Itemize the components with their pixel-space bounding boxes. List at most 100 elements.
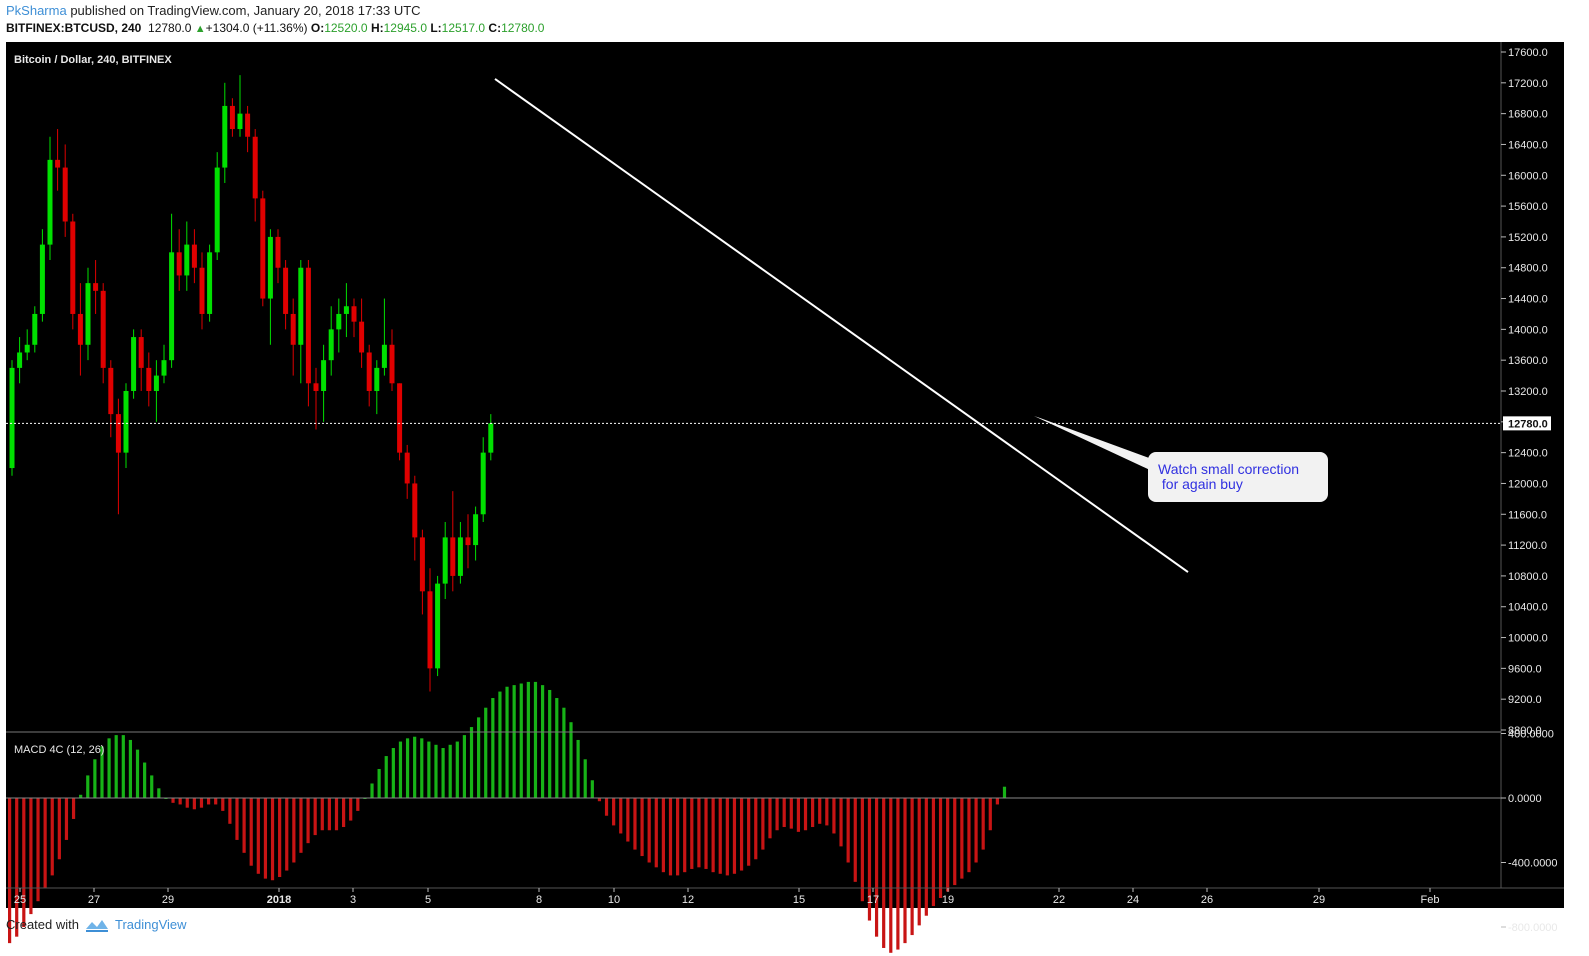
macd-bar: [754, 798, 758, 860]
macd-bar: [491, 698, 495, 798]
price-tick-label: 17600.0: [1508, 47, 1548, 59]
time-tick-label: 25: [14, 894, 26, 906]
candle-body: [442, 537, 448, 584]
change-up-icon: ▲: [194, 23, 206, 35]
candle-body: [343, 306, 349, 314]
macd-bar: [612, 798, 616, 826]
candle-body: [169, 252, 175, 361]
macd-bar: [299, 798, 303, 853]
macd-bar: [782, 798, 786, 828]
published-text: published on TradingView.com, January 20…: [66, 3, 421, 18]
macd-bar: [512, 685, 516, 798]
candle-body: [207, 252, 213, 314]
candle-body: [480, 452, 486, 515]
candle-body: [108, 367, 114, 415]
price-tick-label: 11600.0: [1508, 509, 1547, 521]
macd-bar: [128, 739, 133, 798]
macd-bar: [143, 762, 147, 798]
macd-bar: [676, 798, 680, 876]
candle-body: [359, 321, 365, 353]
candle-body: [161, 360, 167, 376]
macd-bar: [100, 746, 104, 798]
tradingview-link[interactable]: TradingView: [114, 917, 187, 932]
candle-body: [465, 537, 471, 546]
macd-bar: [320, 798, 324, 831]
candle-body: [24, 344, 30, 353]
macd-bar: [846, 798, 850, 863]
candle-body: [328, 329, 334, 361]
macd-bar: [739, 798, 744, 871]
candle-body: [77, 313, 83, 345]
macd-bar: [796, 798, 801, 832]
macd-bar: [562, 707, 566, 798]
candle-body: [419, 537, 425, 592]
macd-tick-label: 400.0000: [1508, 729, 1554, 741]
macd-bar: [867, 798, 872, 921]
macd-bar: [540, 685, 545, 798]
macd-bar: [860, 798, 864, 902]
macd-bar: [683, 798, 687, 873]
macd-bar: [292, 798, 296, 863]
macd-bar: [477, 717, 481, 798]
time-tick-label: 29: [1313, 894, 1325, 906]
price-tick-label: 12000.0: [1508, 478, 1548, 490]
time-tick-label: 17: [867, 894, 879, 906]
macd-bar: [327, 798, 331, 831]
macd-bar: [377, 768, 381, 798]
time-tick-label: 29: [162, 894, 174, 906]
symbol-name: BITFINEX:BTCUSD, 240: [6, 21, 142, 35]
author-link[interactable]: PkSharma: [6, 3, 67, 18]
time-tick-label: 15: [793, 894, 805, 906]
candle-body: [412, 483, 418, 538]
macd-bar: [206, 798, 211, 805]
trendline[interactable]: [494, 78, 1189, 573]
candle-body: [389, 344, 395, 384]
macd-bar: [178, 798, 182, 805]
annotation-callout[interactable]: Watch small correction for again buy: [1148, 452, 1328, 502]
tradingview-logo-icon: [85, 919, 108, 932]
candle-body: [115, 414, 121, 453]
macd-bar: [910, 798, 914, 936]
macd-bar: [121, 735, 125, 798]
macd-bar: [420, 738, 424, 798]
created-with-label: Created with: [6, 917, 79, 932]
candle-body: [184, 244, 190, 276]
candle-body: [313, 383, 319, 391]
candle-body: [153, 375, 159, 391]
macd-bar: [285, 798, 289, 871]
candle-body: [199, 267, 205, 314]
candle-body: [298, 267, 304, 345]
macd-bar: [839, 798, 843, 847]
macd-bar: [242, 798, 246, 853]
macd-bar: [938, 798, 943, 898]
macd-bar: [931, 798, 936, 907]
macd-bar: [263, 798, 268, 879]
macd-bar: [718, 798, 722, 874]
time-tick-label: 24: [1127, 894, 1139, 906]
candle-body: [55, 159, 61, 168]
macd-bar: [349, 798, 353, 821]
macd-bar: [903, 798, 907, 944]
time-tick-label: 12: [682, 894, 694, 906]
macd-bar: [249, 798, 253, 866]
macd-bar: [761, 798, 765, 850]
macd-bar: [135, 749, 140, 798]
price-tick-label: 14000.0: [1508, 324, 1548, 336]
macd-bar: [398, 741, 403, 798]
candle-body: [17, 352, 23, 368]
macd-bar: [157, 788, 161, 798]
price-tick-label: 14400.0: [1508, 294, 1548, 306]
macd-bar: [661, 798, 665, 873]
high-label: H:: [370, 21, 384, 35]
macd-bar: [668, 798, 673, 876]
macd-bar: [8, 798, 12, 944]
macd-bar: [185, 798, 189, 808]
price-tick-label: 10000.0: [1508, 633, 1548, 645]
candle-body: [252, 136, 258, 199]
candle-body: [457, 537, 463, 576]
candle-body: [138, 337, 144, 368]
macd-bar: [633, 798, 637, 850]
candle-body: [427, 591, 433, 669]
candle-body: [100, 290, 106, 368]
